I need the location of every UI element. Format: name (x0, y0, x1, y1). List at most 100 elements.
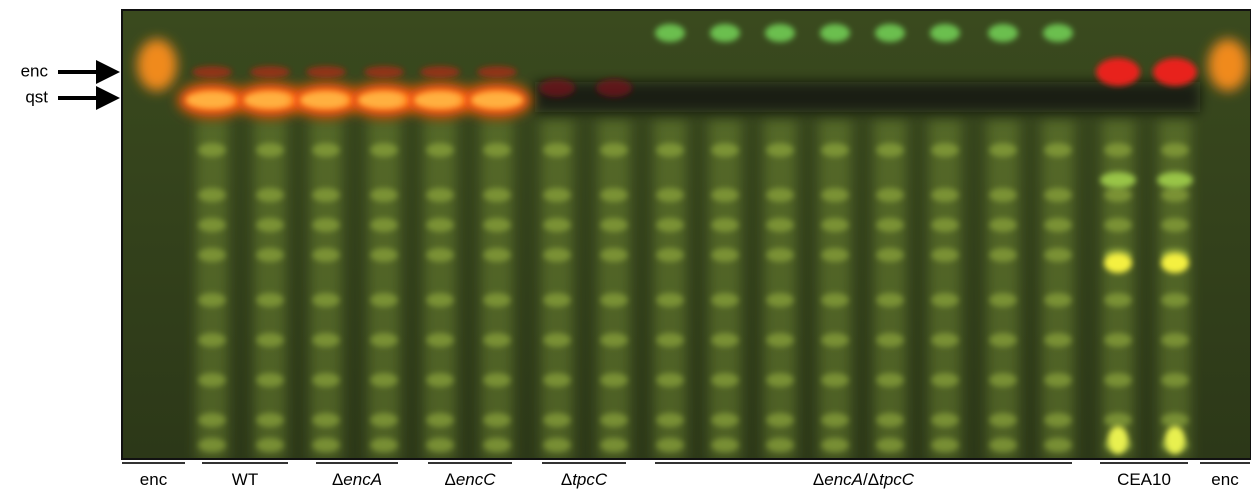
green-band (1100, 172, 1136, 188)
lane-band (1044, 218, 1072, 232)
lane-band (426, 218, 454, 232)
green-spot (988, 24, 1018, 42)
enc-standard-spot (137, 39, 177, 91)
lane-streak (654, 120, 686, 458)
lane-band (766, 188, 794, 202)
lane-band (1104, 188, 1132, 202)
lane-band (483, 333, 511, 347)
lane-band (656, 188, 684, 202)
marker-label: enc (21, 61, 49, 80)
lane-band (711, 188, 739, 202)
green-spot (710, 24, 740, 42)
lane-streak (929, 120, 961, 458)
lane-band (766, 218, 794, 232)
lane-band (989, 438, 1017, 452)
lane-band (766, 248, 794, 262)
enc-spot (1153, 58, 1197, 86)
lane-band (821, 248, 849, 262)
lane-streak (196, 120, 228, 458)
marker-arrow-head (96, 86, 120, 110)
lane-band (370, 293, 398, 307)
group-label-part: encA (343, 470, 382, 489)
lane-band (198, 438, 226, 452)
lane-streak (987, 120, 1019, 458)
lane-streak (598, 120, 630, 458)
lane-band (600, 188, 628, 202)
lane-streak (1102, 120, 1134, 458)
lane-band (426, 413, 454, 427)
lane-band (711, 218, 739, 232)
lane-band (543, 218, 571, 232)
lane-band (543, 333, 571, 347)
yellow-spot (1104, 253, 1132, 273)
lane-band (198, 373, 226, 387)
lane-band (543, 188, 571, 202)
lane-band (543, 413, 571, 427)
lane-band (483, 188, 511, 202)
group-label: CEA10 (1117, 470, 1171, 489)
lane-band (198, 218, 226, 232)
lane-band (931, 413, 959, 427)
lane-streak (819, 120, 851, 458)
lane-band (483, 438, 511, 452)
lane-band (931, 373, 959, 387)
lane-band (600, 413, 628, 427)
lane-band (1044, 188, 1072, 202)
lane-band (1044, 438, 1072, 452)
lane-streak (874, 120, 906, 458)
group-label-part: enc (1211, 470, 1239, 489)
lane-band (312, 373, 340, 387)
lane-band (198, 333, 226, 347)
group-label: ΔencC (444, 470, 496, 489)
lane-band (989, 333, 1017, 347)
lane-band (821, 188, 849, 202)
lane-band (876, 248, 904, 262)
qst-band-core (471, 91, 523, 109)
lane-band (198, 248, 226, 262)
lane-band (1104, 413, 1132, 427)
group-label-part: encA (824, 470, 863, 489)
lane-band (989, 218, 1017, 232)
lane-band (426, 248, 454, 262)
group-label-part: WT (232, 470, 258, 489)
lane-band (256, 188, 284, 202)
lane-band (766, 293, 794, 307)
lane-band (989, 188, 1017, 202)
lane-band (426, 143, 454, 157)
lane-streak (764, 120, 796, 458)
lane-band (312, 413, 340, 427)
group-label-part: Δ (813, 470, 824, 489)
lane-band (370, 333, 398, 347)
green-band (1157, 172, 1193, 188)
lane-band (483, 218, 511, 232)
lane-band (1044, 293, 1072, 307)
lane-band (256, 218, 284, 232)
faint-red-spot (596, 79, 632, 97)
lane-band (766, 373, 794, 387)
lane-band (711, 413, 739, 427)
lane-band (931, 143, 959, 157)
lane-band (1044, 333, 1072, 347)
green-spot (820, 24, 850, 42)
lane-band (931, 218, 959, 232)
green-spot (1043, 24, 1073, 42)
enc-faint-band (306, 66, 346, 78)
lane-band (312, 143, 340, 157)
yellow-spot-low (1165, 426, 1185, 454)
qst-band-core (414, 91, 466, 109)
lane-band (543, 143, 571, 157)
lane-band (426, 438, 454, 452)
group-label: WT (232, 470, 258, 489)
marker-arrow-head (96, 60, 120, 84)
group-label-part: tpcC (879, 470, 915, 489)
lane-band (989, 373, 1017, 387)
lane-band (312, 248, 340, 262)
lane-band (426, 188, 454, 202)
green-spot (930, 24, 960, 42)
group-label-part: /Δ (863, 470, 879, 489)
lane-streak (541, 120, 573, 458)
lane-band (1161, 373, 1189, 387)
group-label-part: Δ (444, 470, 455, 489)
lane-band (1044, 373, 1072, 387)
